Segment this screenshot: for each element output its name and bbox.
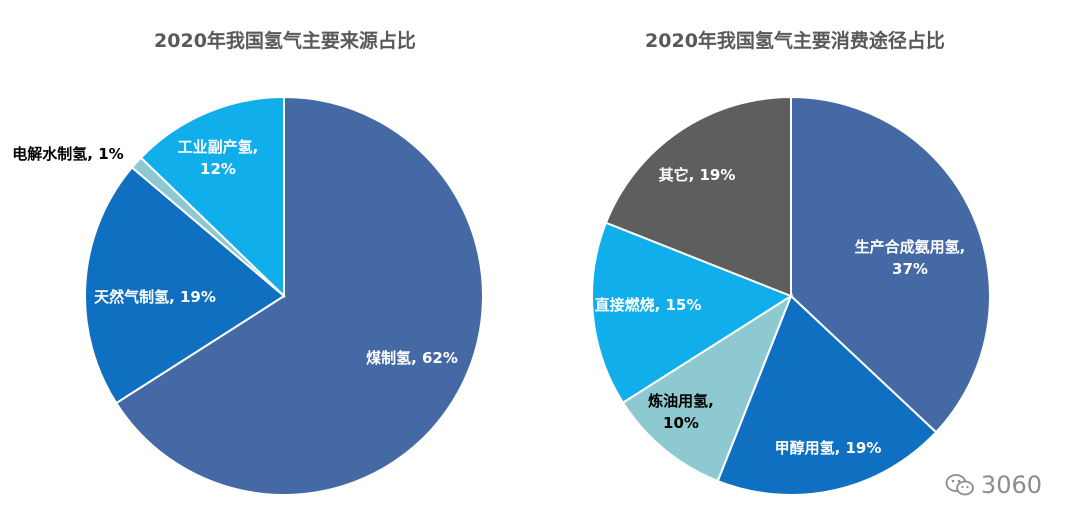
pie1-label-1: 甲醇用氢, 19% bbox=[775, 439, 882, 457]
pie1-slice-3 bbox=[591, 221, 794, 405]
pie1-label-2: 炼油用氢, 10% bbox=[648, 392, 714, 432]
pie0-slice-0 bbox=[114, 95, 484, 496]
pie0-label-1: 天然气制氢, 19% bbox=[94, 288, 216, 306]
pie0-label-2: 电解水制氢, 1% bbox=[12, 145, 123, 163]
pie1-label-4: 其它, 19% bbox=[659, 166, 736, 184]
wechat-icon bbox=[945, 474, 974, 496]
pie0-label-3: 工业副产氢, 12% bbox=[178, 138, 259, 178]
pie1-label-3: 直接燃烧, 15% bbox=[595, 296, 702, 314]
pie0-slice-3 bbox=[139, 95, 285, 299]
pie0-label-0: 煤制氢, 62% bbox=[366, 349, 458, 367]
pie1-label-0: 生产合成氨用氢, 37% bbox=[855, 238, 966, 278]
chart-title-consumption: 2020年我国氢气主要消费途径占比 bbox=[645, 30, 945, 52]
pie0-slice-1 bbox=[84, 166, 286, 405]
watermark-text: 3060 bbox=[980, 471, 1042, 499]
chart-title-sources: 2020年我国氢气主要来源占比 bbox=[154, 30, 416, 52]
watermark: 3060 bbox=[945, 471, 1042, 499]
pie1-slice-2 bbox=[621, 293, 794, 483]
pie1-slice-4 bbox=[604, 95, 792, 298]
pie1-slice-0 bbox=[790, 95, 991, 434]
